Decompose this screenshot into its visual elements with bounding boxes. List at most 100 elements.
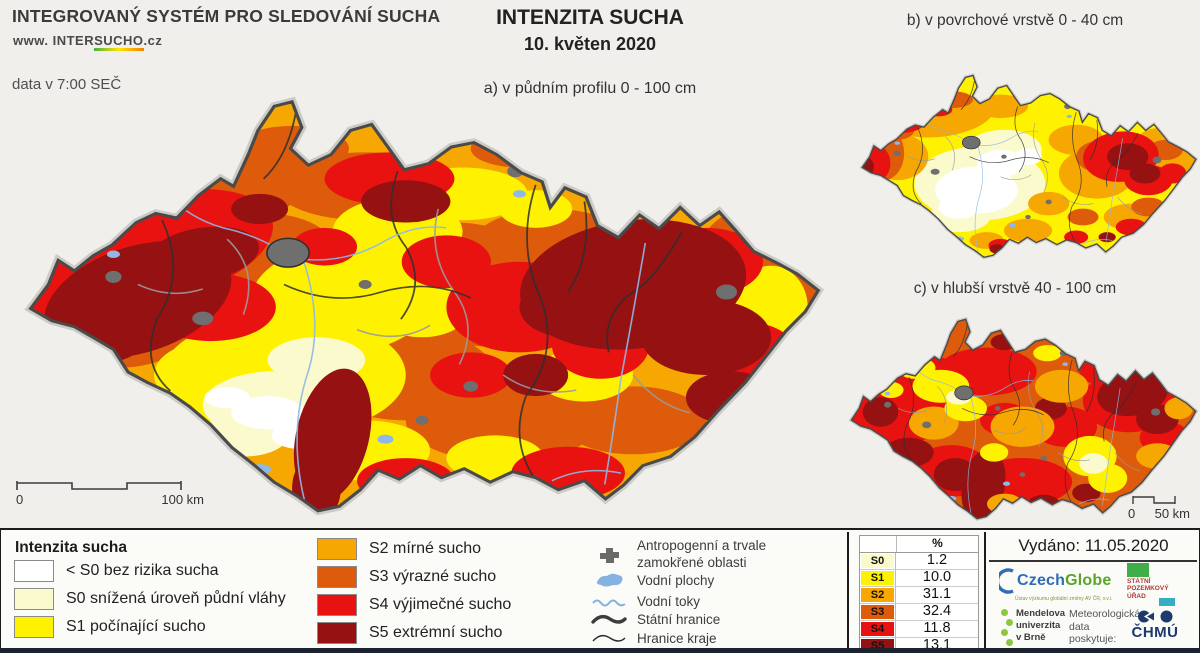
- page-title: INTEGROVANÝ SYSTÉM PRO SLEDOVÁNÍ SUCHA: [12, 6, 441, 26]
- chmu-name: ČHMÚ: [1131, 624, 1179, 641]
- chmu-icon: [1125, 610, 1185, 623]
- table-code-cell: S1: [860, 570, 896, 586]
- spu-line2: POZEMKOVÝ: [1127, 585, 1169, 593]
- scalebar-main-zero: 0: [16, 492, 24, 507]
- mendelu-line3: v Brně: [1016, 631, 1046, 643]
- region-border-icon: [589, 632, 629, 646]
- chmu-logo: ČHMÚ: [1125, 610, 1185, 641]
- anthropogenic-area-icon: [589, 544, 629, 566]
- spu-line1: STÁTNÍ: [1127, 578, 1151, 585]
- legend-panel: Intenzita sucha < S0 bez rizika sucha S0…: [0, 528, 1200, 653]
- panel-a-label: a) v půdním profilu 0 - 100 cm: [483, 80, 697, 97]
- czechglobe-logo: CzechGlobe: [999, 568, 1111, 594]
- s4-chip: S4: [861, 622, 894, 636]
- czechglobe-text-blue: Czech: [1017, 572, 1066, 589]
- scalebar-main-graphic: [16, 481, 182, 490]
- url-sucho: SUCHO: [94, 33, 144, 51]
- czechglobe-subtitle: Ústav výzkumu globální změny AV ČR, v.v.…: [1015, 596, 1113, 602]
- symbol-state-border: Státní hranice: [589, 612, 720, 629]
- scalebar-small: 0 50 km: [1128, 496, 1190, 521]
- symbol-anthropogenic: Antropogenní a trvale zamokřené oblasti: [589, 538, 787, 572]
- s0-value: 1.2: [926, 552, 948, 568]
- legend-label-s0-minus: < S0 bez rizika sucha: [66, 562, 219, 579]
- symbol-region-border: Hranice kraje: [589, 631, 717, 648]
- map-soil-profile-0-100: [16, 58, 828, 526]
- map-date: 10. květen 2020: [523, 34, 657, 54]
- spu-green-square-icon: [1127, 563, 1149, 577]
- meteo-provider-note: Meteorologická data poskytuje:: [1069, 608, 1141, 646]
- symbol-label-state-border: Státní hranice: [637, 612, 721, 627]
- legend-label-s5: S5 extrémní sucho: [369, 624, 503, 641]
- legend-item-s3: S3 výrazné sucho: [317, 566, 496, 588]
- intersucho-url[interactable]: www. INTERSUCHO.cz: [13, 33, 162, 51]
- legend-item-s2: S2 mírné sucho: [317, 538, 481, 560]
- spu-teal-square-icon: [1159, 598, 1175, 606]
- legend-swatch-s0-minus: [14, 560, 54, 582]
- url-www: www.: [13, 33, 49, 48]
- symbol-water-stream: Vodní toky: [589, 594, 700, 611]
- table-code-cell: S4: [860, 621, 896, 637]
- table-row-s4: S4 11.8: [860, 621, 978, 638]
- mendelu-logo: Mendelova univerzita v Brně: [1001, 608, 1066, 646]
- issued-date: Vydáno: 11.05.2020: [1018, 536, 1169, 555]
- table-code-cell: S2: [860, 587, 896, 603]
- legend-title: Intenzita sucha: [15, 539, 127, 556]
- mendelu-line1: Mendelova: [1016, 608, 1066, 619]
- legend-swatch-s3: [317, 566, 357, 588]
- table-header-percent: %: [932, 536, 943, 550]
- symbol-water-area: Vodní plochy: [589, 572, 714, 590]
- table-row-s0: S0 1.2: [860, 553, 978, 570]
- table-code-cell: S0: [860, 553, 896, 569]
- spu-line3: ÚŘAD: [1127, 592, 1146, 600]
- scalebar-small-max: 50 km: [1154, 506, 1190, 521]
- s2-value: 31.1: [922, 586, 952, 602]
- legend-label-s0: S0 snížená úroveň půdní vláhy: [66, 590, 286, 607]
- divider-footer-left: [984, 532, 986, 648]
- table-header-empty: [860, 536, 897, 552]
- legend-item-s4: S4 výjimečné sucho: [317, 594, 511, 616]
- s1-value: 10.0: [922, 569, 952, 585]
- bottom-dark-bar: [0, 648, 1200, 653]
- map-deeper-layer-40-100: [845, 298, 1200, 526]
- legend-swatch-s1: [14, 616, 54, 638]
- scalebar-main-max: 100 km: [161, 492, 204, 507]
- scalebar-small-graphic: [1132, 496, 1176, 504]
- s0-chip: S0: [861, 554, 894, 568]
- issued-divider: [989, 560, 1197, 562]
- legend-swatch-s0: [14, 588, 54, 610]
- legend-label-s1: S1 počínající sucho: [66, 618, 206, 635]
- symbol-label-water-stream: Vodní toky: [637, 594, 701, 609]
- czechglobe-text-green: Globe: [1065, 572, 1112, 589]
- s4-value: 11.8: [923, 620, 951, 636]
- s2-chip: S2: [861, 588, 894, 602]
- mendelu-line2: univerzita: [1016, 619, 1061, 631]
- legend-item-s5: S5 extrémní sucho: [317, 622, 502, 644]
- map-surface-layer-0-40: [860, 73, 1198, 260]
- legend-swatch-s4: [317, 594, 357, 616]
- scalebar-small-zero: 0: [1128, 506, 1136, 521]
- symbol-label-water-area: Vodní plochy: [637, 572, 715, 588]
- legend-swatch-s2: [317, 538, 357, 560]
- map-heading: INTENZITA SUCHA 10. květen 2020: [400, 6, 780, 55]
- main-title: INTENZITA SUCHA: [496, 6, 684, 29]
- drought-percentage-table: % S0 1.2 S1 10.0 S2 31.1 S3 32.4 S4 11.8: [859, 535, 979, 653]
- table-code-cell: S3: [860, 604, 896, 620]
- legend-item-s0: S0 snížená úroveň půdní vláhy: [14, 588, 286, 610]
- table-row-s2: S2 31.1: [860, 587, 978, 604]
- state-border-icon: [589, 613, 629, 627]
- legend-item-s0-minus: < S0 bez rizika sucha: [14, 560, 219, 582]
- legend-swatch-s5: [317, 622, 357, 644]
- water-stream-icon: [589, 596, 629, 608]
- czechglobe-arc-icon: [999, 568, 1014, 594]
- water-area-icon: [589, 572, 629, 590]
- panel-c-label: c) v hlubší vrstvě 40 - 100 cm: [913, 280, 1117, 297]
- s3-chip: S3: [861, 605, 894, 619]
- table-row-s1: S1 10.0: [860, 570, 978, 587]
- symbol-label-anthropogenic: Antropogenní a trvale zamokřené oblasti: [637, 538, 767, 570]
- table-header-row: %: [860, 536, 978, 553]
- legend-label-s4: S4 výjimečné sucho: [369, 596, 512, 613]
- legend-label-s2: S2 mírné sucho: [369, 540, 482, 557]
- data-time-note: data v 7:00 SEČ: [12, 76, 122, 93]
- legend-label-s3: S3 výrazné sucho: [369, 568, 497, 585]
